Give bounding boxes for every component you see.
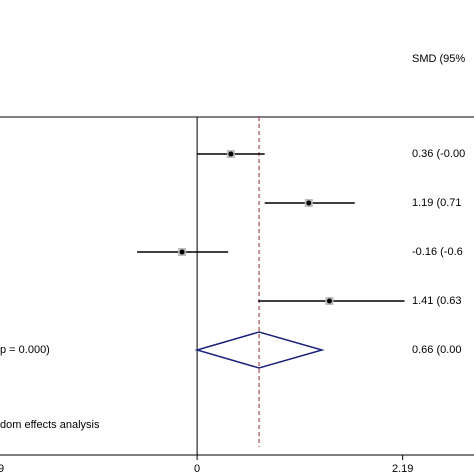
point-estimate: [306, 200, 312, 206]
overall-diamond: [194, 331, 325, 369]
x-tick-label: 0: [194, 463, 200, 474]
estimate-label: 1.19 (0.71: [412, 197, 462, 209]
estimate-label: 0.36 (-0.00: [412, 148, 465, 160]
x-tick-label: -2.19: [0, 463, 4, 474]
point-estimate: [228, 151, 234, 157]
x-tick-label: 2.19: [392, 463, 413, 474]
column-header: SMD (95%: [412, 53, 465, 65]
heterogeneity-label: p = 0.000): [0, 344, 50, 356]
footnote: dom effects analysis: [0, 419, 100, 431]
estimate-label: 1.41 (0.63: [412, 295, 462, 307]
overall-label: 0.66 (0.00: [412, 344, 462, 356]
point-estimate: [179, 249, 185, 255]
estimate-label: -0.16 (-0.6: [412, 246, 463, 258]
point-estimate: [326, 298, 332, 304]
